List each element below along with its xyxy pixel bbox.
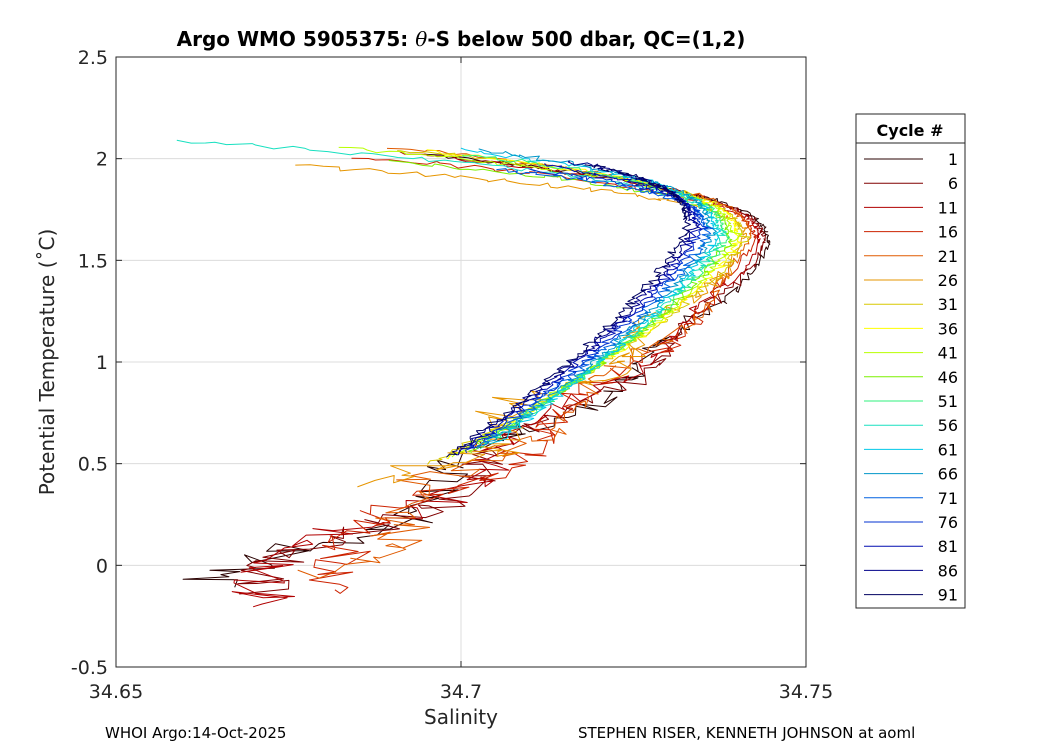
y-tick-label: 1	[96, 352, 108, 374]
legend-label-26: 26	[938, 271, 958, 290]
legend-label-61: 61	[938, 440, 958, 459]
title-theta: θ	[415, 27, 427, 51]
x-tick-label: 34.65	[89, 681, 143, 703]
legend-label-71: 71	[938, 489, 958, 508]
series-line-cycle-51	[462, 154, 731, 450]
legend-title: Cycle #	[877, 121, 944, 140]
y-tick-label: 0	[96, 555, 108, 577]
grid-lines	[116, 57, 806, 667]
legend: Cycle # 16111621263136414651566166717681…	[855, 113, 966, 609]
y-tick-label: 2.5	[78, 47, 108, 69]
title-prefix: Argo WMO 5905375:	[177, 27, 416, 51]
legend-label-81: 81	[938, 537, 958, 556]
series-line-cycle-81	[458, 163, 703, 455]
legend-label-41: 41	[938, 344, 958, 363]
legend-label-76: 76	[938, 513, 958, 532]
legend-label-66: 66	[938, 465, 958, 484]
legend-label-86: 86	[938, 561, 958, 580]
axis-ticks: -0.5 0 0.5 1 1.5 2 2.5 34.65 34.7 34.75	[71, 47, 833, 703]
legend-label-11: 11	[938, 198, 958, 217]
legend-label-36: 36	[938, 319, 958, 338]
legend-label-1: 1	[948, 150, 958, 169]
y-tick-label: 1.5	[78, 250, 108, 272]
legend-label-16: 16	[938, 223, 958, 242]
legend-label-51: 51	[938, 392, 958, 411]
x-tick-label: 34.7	[440, 681, 482, 703]
series-layer	[176, 139, 771, 608]
legend-label-56: 56	[938, 416, 958, 435]
legend-label-91: 91	[938, 586, 958, 605]
series-line-cycle-26	[295, 164, 747, 488]
series-line-cycle-76	[464, 168, 709, 454]
x-axis-label: Salinity	[424, 705, 498, 729]
y-tick-label: 0.5	[78, 454, 108, 476]
y-tick-label: 2	[96, 149, 108, 171]
y-tick-label: -0.5	[71, 657, 108, 679]
legend-box	[855, 113, 966, 609]
legend-label-46: 46	[938, 368, 958, 387]
footer-date: WHOI Argo:14-Oct-2025	[105, 724, 287, 742]
x-tick-label: 34.75	[779, 681, 833, 703]
legend-label-31: 31	[938, 295, 958, 314]
y-axis-label: Potential Temperature (˚C)	[35, 229, 59, 496]
series-line-cycle-71	[472, 168, 714, 449]
footer-credits: STEPHEN RISER, KENNETH JOHNSON at aoml	[578, 724, 916, 742]
legend-label-6: 6	[948, 174, 958, 193]
series-line-cycle-6	[237, 158, 766, 595]
title-suffix: -S below 500 dbar, QC=(1,2)	[427, 27, 745, 51]
legend-label-21: 21	[938, 247, 958, 266]
series-line-cycle-91	[446, 163, 691, 458]
chart-title: Argo WMO 5905375: θ-S below 500 dbar, QC…	[177, 27, 746, 51]
